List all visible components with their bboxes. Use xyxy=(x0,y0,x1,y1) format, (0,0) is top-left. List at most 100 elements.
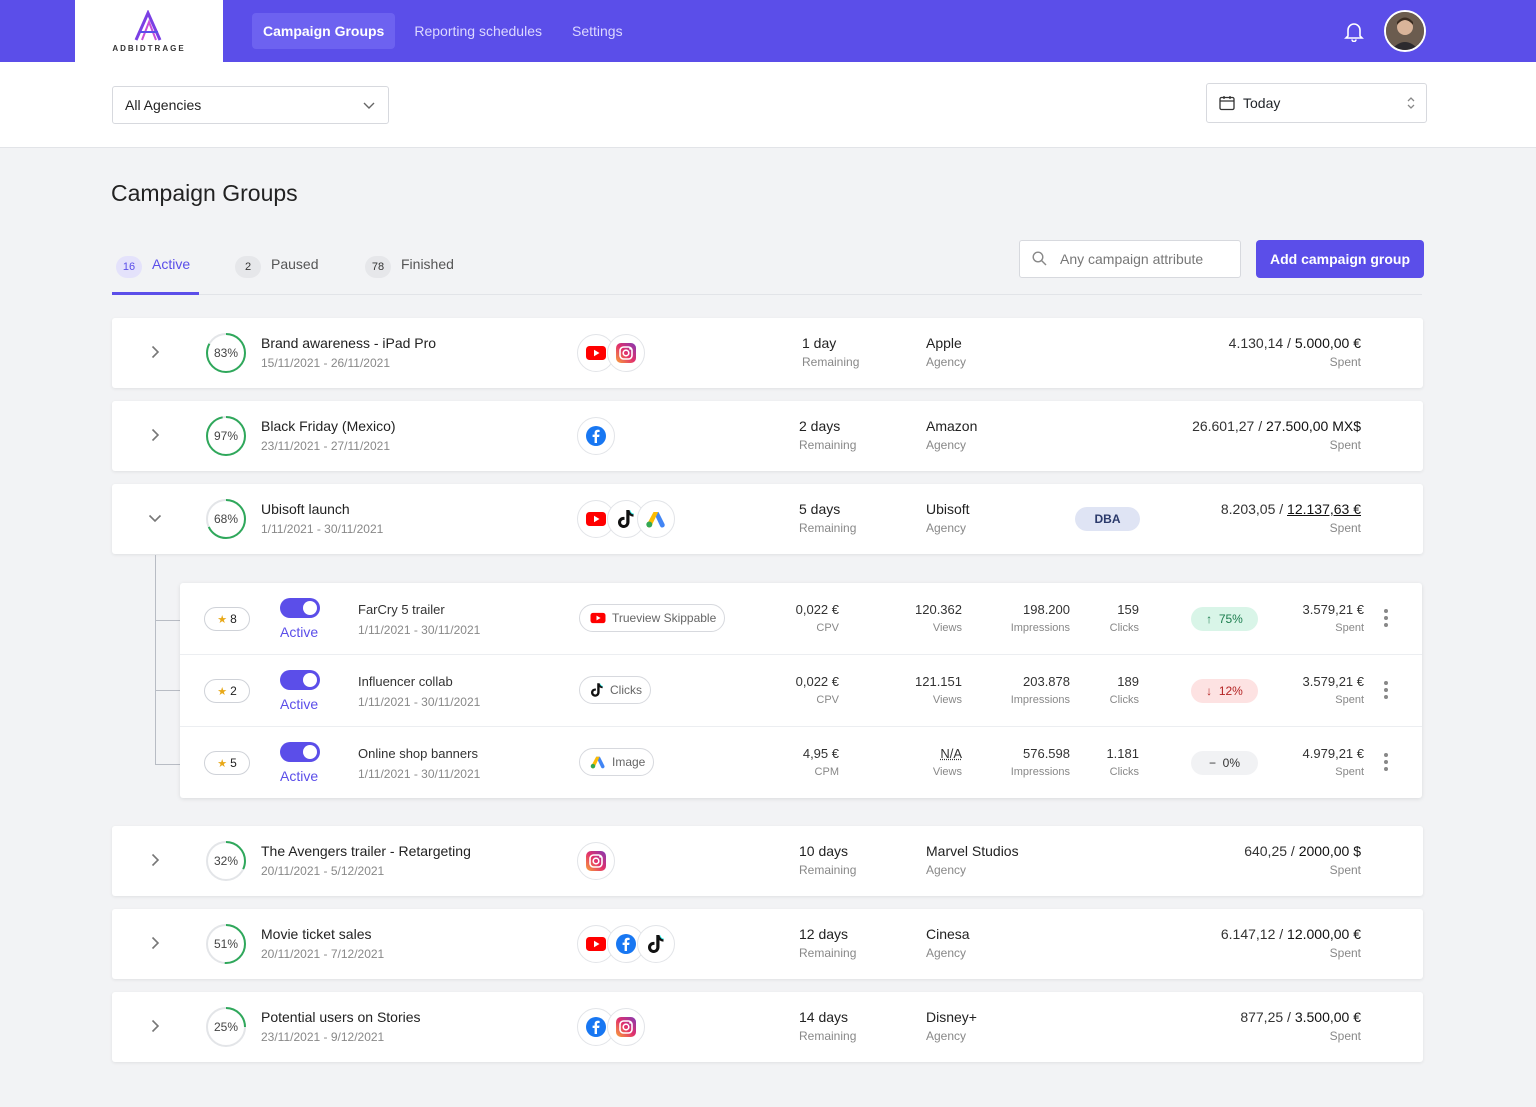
spent-value: 4.130,14 xyxy=(1228,335,1284,351)
spent-label: Spent xyxy=(1329,946,1361,960)
spent-value: 26.601,27 xyxy=(1192,418,1255,434)
progress-ring: 51% xyxy=(205,923,247,965)
spent-value: 640,25 xyxy=(1244,843,1288,859)
status-tabs: 16 Active 2 Paused 78 Finished xyxy=(112,250,1422,295)
impressions-metric: 576.598 Impressions xyxy=(1011,746,1070,778)
trend-value: 12% xyxy=(1218,684,1243,698)
star-icon: ★ xyxy=(217,758,228,770)
spent-label: Spent xyxy=(1329,438,1361,452)
nav-tab-campaign-groups[interactable]: Campaign Groups xyxy=(252,13,396,49)
subcampaign-spent: 3.579,21 € Spent xyxy=(1303,674,1364,706)
campaign-group-row[interactable]: 25% Potential users on Stories 23/11/2021 … xyxy=(112,992,1423,1062)
user-avatar[interactable] xyxy=(1384,10,1426,52)
cost-value: 4,95 € xyxy=(802,746,839,761)
platform-icons xyxy=(577,925,675,963)
more-options-icon[interactable] xyxy=(1382,609,1390,629)
progress-percent: 83% xyxy=(213,346,239,360)
tree-connector-branch xyxy=(155,764,180,765)
group-name[interactable]: Movie ticket sales xyxy=(261,926,372,942)
main-nav: Campaign Groups Reporting schedules Sett… xyxy=(252,13,634,49)
expand-chevron-icon[interactable] xyxy=(148,428,162,442)
campaign-group-row[interactable]: 51% Movie ticket sales 20/11/2021 - 7/12/2… xyxy=(112,909,1423,979)
agency-select-value: All Agencies xyxy=(125,97,202,113)
more-options-icon[interactable] xyxy=(1382,753,1390,773)
spent-value: 8.203,05 xyxy=(1220,501,1276,517)
subcampaign-name[interactable]: FarCry 5 trailer xyxy=(358,602,445,617)
agency-select[interactable]: All Agencies xyxy=(112,86,389,124)
progress-ring: 68% xyxy=(205,498,247,540)
remaining-value: 5 days xyxy=(799,501,841,517)
status-toggle[interactable] xyxy=(280,670,320,690)
subcampaign-name[interactable]: Online shop banners xyxy=(358,746,478,761)
ad-format-chip: Clicks xyxy=(579,676,651,704)
impressions-metric: 198.200 Impressions xyxy=(1011,602,1070,634)
group-name[interactable]: Black Friday (Mexico) xyxy=(261,418,396,434)
platform-icons xyxy=(577,842,615,880)
expand-chevron-icon[interactable] xyxy=(148,345,162,359)
campaign-group-row[interactable]: 83% Brand awareness - iPad Pro 15/11/2021 … xyxy=(112,318,1423,388)
ad-format-chip: Image xyxy=(579,748,655,776)
campaign-group-row[interactable]: 32% The Avengers trailer - Retargeting 20/… xyxy=(112,826,1423,896)
status-label: Active xyxy=(280,768,319,784)
views-label: Views xyxy=(932,622,962,634)
group-name[interactable]: Potential users on Stories xyxy=(261,1009,421,1025)
rating-value: 8 xyxy=(230,612,237,626)
group-name[interactable]: The Avengers trailer - Retargeting xyxy=(261,843,471,859)
status-label: Active xyxy=(280,696,319,712)
platform-icons xyxy=(577,334,645,372)
subcampaign-spent: 4.979,21 € Spent xyxy=(1303,746,1364,778)
group-name[interactable]: Ubisoft launch xyxy=(261,501,350,517)
impressions-label: Impressions xyxy=(1010,622,1070,634)
progress-percent: 32% xyxy=(213,854,239,868)
nav-tab-settings[interactable]: Settings xyxy=(572,23,623,39)
spent-label: Spent xyxy=(1329,1029,1361,1043)
budget-value: 27.500,00 MX$ xyxy=(1266,418,1361,434)
expand-chevron-icon[interactable] xyxy=(148,853,162,867)
notifications-bell-icon[interactable] xyxy=(1343,20,1365,42)
star-icon: ★ xyxy=(217,614,228,626)
subcampaign-row[interactable]: ★ 2 Active Influencer collab 1/11/2021 - 30/… xyxy=(180,655,1422,727)
spent-info: 4.130,14 / 5.000,00 € Spent xyxy=(1228,335,1361,369)
rating-badge: ★ 2 xyxy=(204,679,250,703)
date-range-select[interactable]: Today xyxy=(1206,83,1427,123)
trend-arrow-icon: − xyxy=(1208,756,1216,770)
status-toggle[interactable] xyxy=(280,742,320,762)
platform-icons xyxy=(577,1008,645,1046)
status-toggle[interactable] xyxy=(280,598,320,618)
budget-value: 2000,00 $ xyxy=(1298,843,1361,859)
agency-label: Agency xyxy=(926,521,967,535)
collapse-chevron-icon[interactable] xyxy=(148,511,162,525)
app-logo[interactable]: ADBIDTRAGE xyxy=(75,0,223,62)
campaign-search-input[interactable]: Any campaign attribute xyxy=(1019,240,1241,278)
spent-info: 877,25 / 3.500,00 € Spent xyxy=(1240,1009,1361,1043)
campaign-group-row[interactable]: 97% Black Friday (Mexico) 23/11/2021 - 27/… xyxy=(112,401,1423,471)
progress-ring: 97% xyxy=(205,415,247,457)
add-campaign-group-button[interactable]: Add campaign group xyxy=(1256,240,1424,278)
tiktok-icon xyxy=(590,683,604,698)
spent-info: 6.147,12 / 12.000,00 € Spent xyxy=(1220,926,1361,960)
clicks-label: Clicks xyxy=(1109,694,1139,706)
tree-connector-line xyxy=(155,555,156,765)
remaining-value: 14 days xyxy=(799,1009,849,1025)
more-options-icon[interactable] xyxy=(1382,681,1390,701)
remaining-time: 5 days Remaining xyxy=(799,501,856,535)
trend-arrow-icon: ↓ xyxy=(1206,684,1213,698)
subcampaign-row[interactable]: ★ 5 Active Online shop banners 1/11/2021 - 3… xyxy=(180,727,1422,799)
tab-paused[interactable]: 2 Paused xyxy=(235,250,318,295)
expand-chevron-icon[interactable] xyxy=(148,1019,162,1033)
group-name[interactable]: Brand awareness - iPad Pro xyxy=(261,335,437,351)
progress-percent: 51% xyxy=(213,937,239,951)
subcampaign-name[interactable]: Influencer collab xyxy=(358,674,453,689)
trend-badge: − 0% xyxy=(1191,751,1258,775)
nav-tab-reporting-schedules[interactable]: Reporting schedules xyxy=(414,23,542,39)
progress-ring: 83% xyxy=(205,332,247,374)
tab-active[interactable]: 16 Active xyxy=(112,250,199,295)
expand-chevron-icon[interactable] xyxy=(148,936,162,950)
spent-info: 8.203,05 / 12.137,63 € Spent xyxy=(1220,501,1361,535)
campaign-group-row[interactable]: 68% Ubisoft launch 1/11/2021 - 30/11/2021 5… xyxy=(112,484,1423,554)
trend-value: 75% xyxy=(1218,612,1243,626)
tab-finished[interactable]: 78 Finished xyxy=(365,250,454,295)
subcampaign-row[interactable]: ★ 8 Active FarCry 5 trailer 1/11/2021 - 30/1… xyxy=(180,583,1422,655)
spent-value: 3.579,21 € xyxy=(1302,674,1364,689)
remaining-value: 2 days xyxy=(799,418,841,434)
